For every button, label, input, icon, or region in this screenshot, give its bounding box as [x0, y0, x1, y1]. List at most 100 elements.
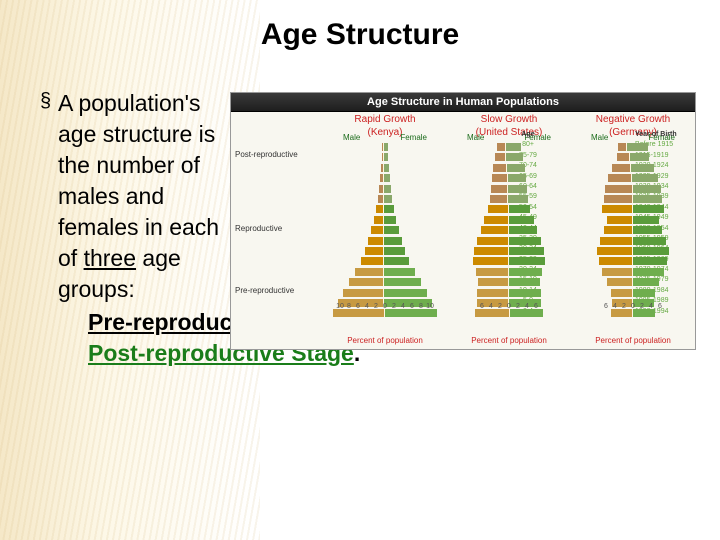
- panel-header: Rapid Growth(Kenya)MaleFemale: [323, 112, 447, 142]
- bar-male: [618, 143, 627, 151]
- pyramid-row: [447, 142, 571, 152]
- bar-female: [630, 153, 649, 161]
- bar-female: [384, 143, 387, 151]
- bar-female: [506, 153, 522, 161]
- bar-female: [633, 299, 654, 307]
- x-caption-3: Percent of population: [571, 330, 695, 350]
- pyramid-row: [571, 215, 695, 225]
- male-label: Male: [591, 133, 608, 142]
- bar-female: [633, 268, 663, 276]
- pyramid-row: [447, 184, 571, 194]
- phase-label: Post-reproductive: [235, 150, 298, 159]
- pyramid-row: [447, 152, 571, 162]
- bar-male: [607, 278, 633, 286]
- bar-female: [509, 247, 545, 255]
- panel-body: 6420246: [447, 142, 571, 330]
- bar-male: [612, 299, 634, 307]
- pyramid-row: [323, 246, 447, 256]
- pyramid-row: [447, 236, 571, 246]
- bar-female: [510, 309, 543, 317]
- pyramid-row: [571, 194, 695, 204]
- pyramid-row: [571, 236, 695, 246]
- bar-male: [604, 226, 633, 234]
- bar-male: [600, 237, 633, 245]
- pyramid-row: [323, 142, 447, 152]
- pyramid-row: [447, 225, 571, 235]
- bar-female: [384, 164, 389, 172]
- bar-female: [384, 237, 402, 245]
- bar-female: [509, 268, 542, 276]
- bar-female: [633, 309, 655, 317]
- bar-female: [509, 205, 531, 213]
- bar-female: [627, 143, 648, 151]
- bar-female: [633, 205, 664, 213]
- panel-header: Slow Growth(United States)MaleFemale: [447, 112, 571, 142]
- pyramid-row: [323, 277, 447, 287]
- header-spacer: [231, 112, 323, 142]
- year-header: Year of Birth: [633, 130, 687, 140]
- pyramid-row: [447, 194, 571, 204]
- pyramid-row: [571, 256, 695, 266]
- population-pyramid: [571, 142, 695, 330]
- pyramid-row: [447, 163, 571, 173]
- pyramid-row: [323, 184, 447, 194]
- bar-female: [633, 289, 655, 297]
- pyramid-row: [323, 298, 447, 308]
- pyramid-row: [323, 194, 447, 204]
- pyramid-row: [323, 225, 447, 235]
- pyramid-row: [571, 308, 695, 318]
- bar-female: [632, 174, 658, 182]
- bar-male: [349, 278, 384, 286]
- bar-male: [355, 268, 384, 276]
- bar-male: [488, 205, 509, 213]
- bar-female: [384, 205, 393, 213]
- bar-male: [497, 143, 506, 151]
- pyramid-row: [447, 298, 571, 308]
- bar-male: [495, 153, 506, 161]
- bullet-marker: §: [40, 88, 58, 369]
- figure-header: Rapid Growth(Kenya)MaleFemaleSlow Growth…: [231, 112, 695, 142]
- pyramid-row: [571, 288, 695, 298]
- bar-male: [484, 216, 508, 224]
- bar-male: [338, 299, 385, 307]
- bar-female: [508, 174, 526, 182]
- bar-female: [509, 216, 534, 224]
- pyramid-row: [323, 152, 447, 162]
- bar-male: [604, 195, 633, 203]
- bar-male: [490, 195, 508, 203]
- bar-male: [491, 185, 508, 193]
- age-header: Age: [513, 130, 543, 140]
- bar-male: [361, 257, 385, 265]
- pyramid-row: [323, 308, 447, 318]
- pyramid-row: [447, 308, 571, 318]
- bar-male: [371, 226, 385, 234]
- pyramid-row: [447, 215, 571, 225]
- pyramid-row: [571, 204, 695, 214]
- page-title: Age Structure: [0, 18, 720, 52]
- bar-male: [476, 268, 509, 276]
- female-label: Female: [400, 133, 427, 142]
- bar-female: [384, 185, 390, 193]
- pyramid-row: [447, 173, 571, 183]
- panel-body: 6420246: [571, 142, 695, 330]
- pyramid-row: [571, 246, 695, 256]
- pyramid-row: [323, 215, 447, 225]
- male-label: Male: [467, 133, 484, 142]
- pyramid-row: [571, 173, 695, 183]
- bar-male: [611, 289, 634, 297]
- bar-female: [633, 226, 662, 234]
- bar-female: [509, 226, 538, 234]
- pyramid-row: [323, 236, 447, 246]
- bar-female: [384, 268, 414, 276]
- phase-label: Reproductive: [235, 224, 282, 233]
- bar-male: [617, 153, 629, 161]
- bar-female: [509, 289, 540, 297]
- panel-name: Slow Growth: [481, 112, 538, 125]
- panel-body: 1086420246810: [323, 142, 447, 330]
- phase-labels-column: Post-reproductiveReproductivePre-reprodu…: [231, 142, 323, 330]
- bar-female: [508, 185, 527, 193]
- bar-female: [507, 164, 524, 172]
- pyramid-row: [571, 298, 695, 308]
- bar-female: [384, 257, 409, 265]
- bar-male: [597, 247, 633, 255]
